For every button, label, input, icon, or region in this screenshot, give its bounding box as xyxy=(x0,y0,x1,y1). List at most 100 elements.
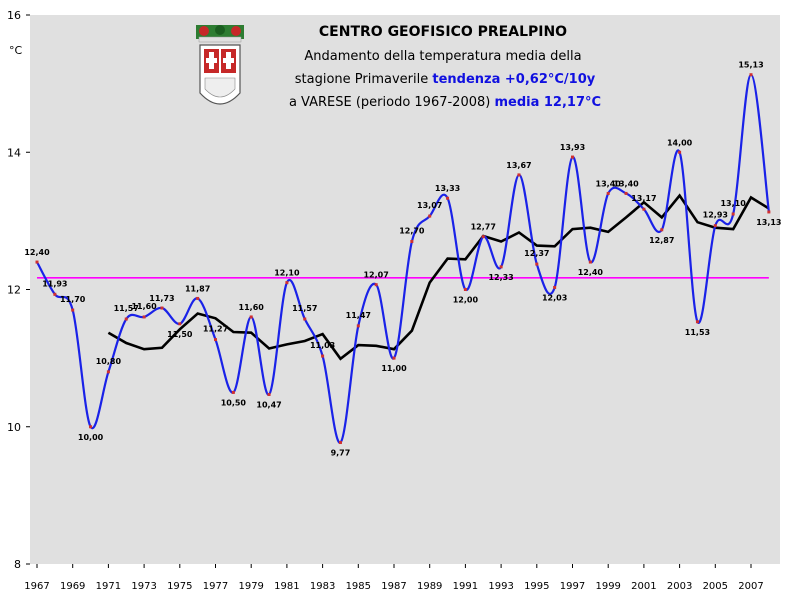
x-tick-label: 1987 xyxy=(381,581,406,592)
data-point xyxy=(53,292,57,296)
data-point xyxy=(517,173,521,177)
data-label: 12,40 xyxy=(24,248,50,257)
data-point xyxy=(35,260,39,264)
data-point xyxy=(660,228,664,232)
data-label: 11,87 xyxy=(185,284,210,293)
data-point xyxy=(624,191,628,195)
data-label: 13,67 xyxy=(506,161,531,170)
x-tick-label: 2007 xyxy=(738,581,763,592)
data-label: 12,93 xyxy=(703,211,728,220)
data-point xyxy=(231,390,235,394)
data-label: 13,13 xyxy=(756,218,781,227)
x-tick-label: 1997 xyxy=(560,581,585,592)
data-point xyxy=(749,73,753,77)
data-label: 11,47 xyxy=(346,311,371,320)
data-point xyxy=(71,308,75,312)
data-point xyxy=(428,214,432,218)
data-label: 11,27 xyxy=(203,325,228,334)
y-tick-label: 12 xyxy=(7,284,21,297)
x-tick-label: 1991 xyxy=(453,581,478,592)
data-point xyxy=(571,155,574,159)
data-label: 11,50 xyxy=(167,330,193,339)
x-tick-label: 2001 xyxy=(631,581,656,592)
data-point xyxy=(214,338,217,342)
data-point xyxy=(124,317,128,321)
data-point xyxy=(463,288,467,291)
data-label: 12,10 xyxy=(274,269,300,278)
data-point xyxy=(178,322,182,326)
x-tick-label: 1975 xyxy=(167,581,192,592)
data-label: 13,33 xyxy=(435,184,460,193)
data-label: 11,70 xyxy=(60,295,86,304)
data-label: 12,77 xyxy=(471,223,496,232)
chart-subtitle-1: Andamento della temperatura media della xyxy=(304,49,581,64)
data-point xyxy=(392,356,396,360)
x-tick-label: 1995 xyxy=(524,581,549,592)
data-point xyxy=(713,224,717,228)
x-tick-label: 1989 xyxy=(417,581,442,592)
data-label: 11,57 xyxy=(114,304,139,313)
data-point xyxy=(446,196,450,200)
data-label: 15,13 xyxy=(738,61,763,70)
x-tick-label: 1973 xyxy=(131,581,156,592)
data-label: 11,00 xyxy=(381,364,407,373)
data-point xyxy=(499,265,503,269)
data-label: 13,93 xyxy=(560,143,585,152)
data-point xyxy=(374,283,378,287)
data-label: 11,93 xyxy=(42,279,67,288)
data-point xyxy=(303,317,307,321)
data-point xyxy=(535,262,539,266)
x-tick-label: 2005 xyxy=(703,581,728,592)
data-point xyxy=(106,370,110,374)
data-label: 11,03 xyxy=(310,341,335,350)
x-tick-label: 1981 xyxy=(274,581,299,592)
data-label: 10,00 xyxy=(78,433,104,442)
data-label: 12,07 xyxy=(363,271,388,280)
data-point xyxy=(678,150,682,154)
data-point xyxy=(410,239,414,243)
data-label: 12,40 xyxy=(578,268,604,277)
y-tick-label: 16 xyxy=(7,9,21,22)
data-point xyxy=(606,191,610,195)
data-point xyxy=(89,425,93,429)
x-tick-label: 1967 xyxy=(24,581,49,592)
chart-subtitle-2: stagione Primaverile tendenza +0,62°C/10… xyxy=(295,72,596,87)
chart-title: CENTRO GEOFISICO PREALPINO xyxy=(319,24,567,40)
x-tick-label: 1979 xyxy=(238,581,263,592)
data-point xyxy=(321,354,325,358)
x-tick-label: 1977 xyxy=(203,581,228,592)
y-axis-unit: °C xyxy=(9,44,23,57)
data-label: 13,40 xyxy=(596,179,622,188)
data-point xyxy=(267,392,271,396)
data-label: 11,60 xyxy=(239,303,265,312)
data-label: 11,73 xyxy=(149,294,174,303)
data-label: 12,00 xyxy=(453,296,479,305)
data-label: 10,47 xyxy=(256,400,281,409)
x-tick-label: 1971 xyxy=(96,581,121,592)
data-label: 13,40 xyxy=(613,179,639,188)
y-tick-label: 8 xyxy=(14,558,21,571)
x-tick-label: 1985 xyxy=(346,581,371,592)
trend-highlight: tendenza +0,62°C/10y xyxy=(432,72,595,87)
data-point xyxy=(588,260,592,264)
x-tick-label: 1993 xyxy=(488,581,513,592)
x-tick-label: 1999 xyxy=(595,581,620,592)
data-point xyxy=(695,320,699,324)
data-point xyxy=(249,315,253,319)
data-label: 14,00 xyxy=(667,138,693,147)
y-tick-label: 14 xyxy=(7,146,21,159)
data-label: 11,57 xyxy=(292,304,317,313)
data-label: 10,50 xyxy=(221,398,247,407)
data-label: 12,70 xyxy=(399,226,425,235)
data-point xyxy=(553,285,557,289)
x-tick-label: 1983 xyxy=(310,581,335,592)
data-label: 12,03 xyxy=(542,293,567,302)
coat-of-arms-emblem xyxy=(196,25,244,105)
data-label: 12,37 xyxy=(524,249,549,258)
mean-highlight: media 12,17°C xyxy=(494,95,601,110)
data-label: 12,87 xyxy=(649,236,674,245)
data-label: 13,07 xyxy=(417,201,442,210)
data-point xyxy=(481,235,485,239)
y-tick-label: 10 xyxy=(7,421,21,434)
